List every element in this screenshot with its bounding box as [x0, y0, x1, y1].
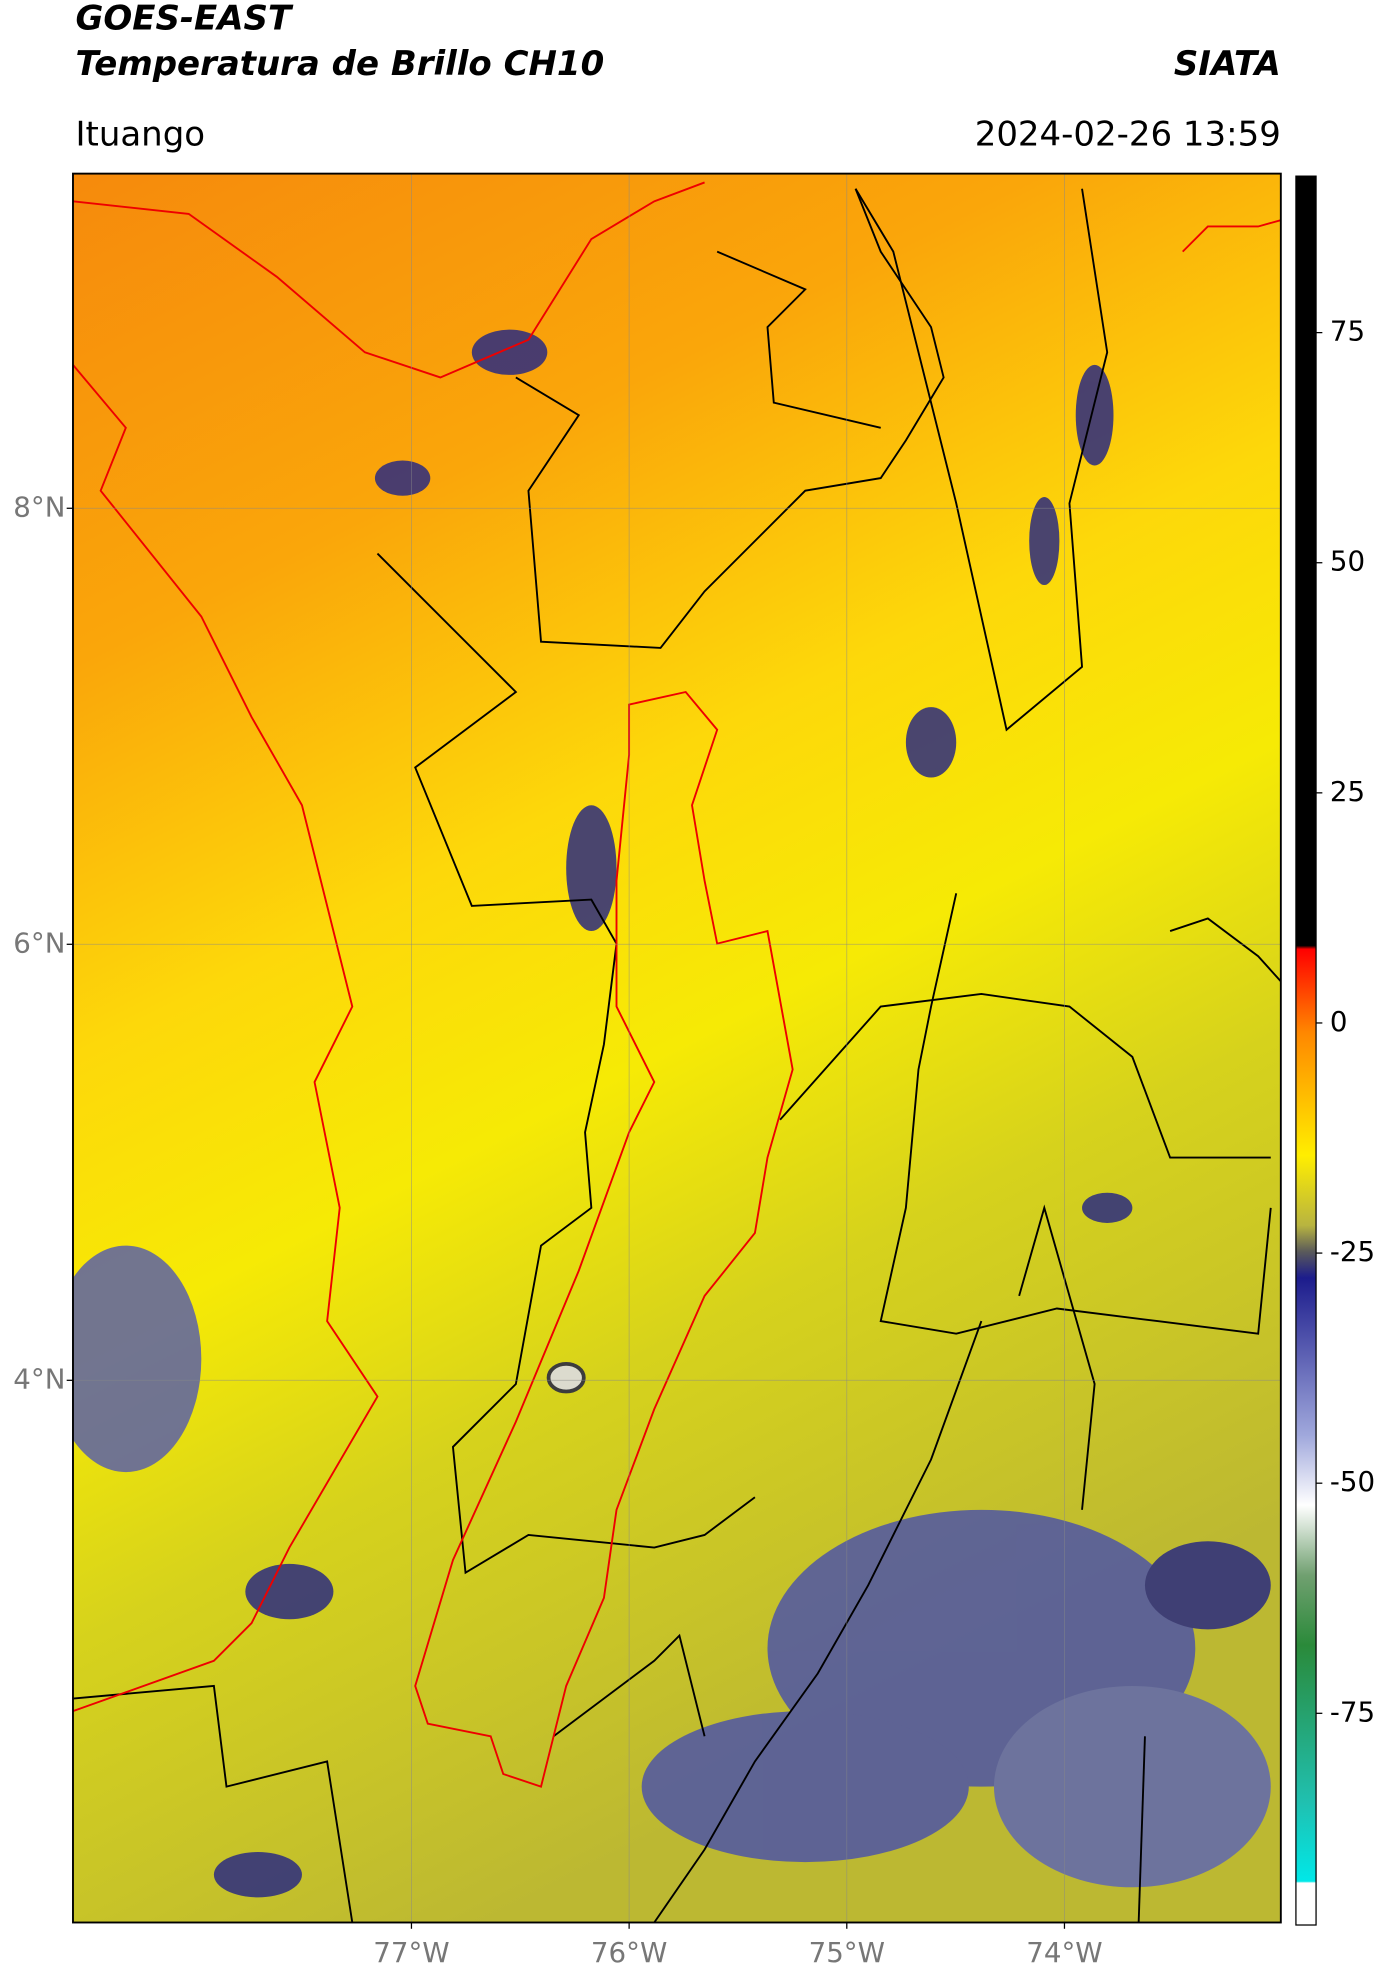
gridlines — [72, 173, 1281, 1923]
colorbar-tick-label: 25 — [1330, 775, 1365, 808]
colorbar-tick-label: -75 — [1330, 1695, 1375, 1728]
admin-borders — [72, 188, 1281, 1923]
map-frame — [72, 172, 1282, 1924]
x-tick-label: 76°W — [591, 1936, 667, 1969]
map-image — [72, 173, 1281, 1923]
colorbar — [1295, 175, 1317, 1926]
y-tick-label: 6°N — [13, 926, 65, 959]
location: Ituango — [75, 114, 205, 154]
colorbar-tick-label: -50 — [1330, 1465, 1375, 1498]
boundary-red — [72, 181, 1281, 1788]
x-tick-label: 77°W — [373, 1936, 449, 1969]
colorbar-tick-label: 0 — [1330, 1005, 1348, 1038]
organization: SIATA — [1174, 44, 1281, 84]
colorbar-tick-label: 50 — [1330, 545, 1365, 578]
datetime: 2024-02-26 13:59 — [975, 114, 1281, 154]
cloud-blobs — [72, 329, 1271, 1898]
colorbar-tick-label: 75 — [1330, 315, 1365, 348]
subtitle: Temperatura de Brillo CH10 — [75, 44, 604, 84]
x-tick-label: 75°W — [809, 1936, 885, 1969]
title: GOES-EAST — [75, 0, 293, 39]
y-tick-label: 8°N — [13, 490, 65, 523]
y-tick-label: 4°N — [13, 1362, 65, 1395]
x-tick-label: 74°W — [1026, 1936, 1102, 1969]
colorbar-tick-label: -25 — [1330, 1235, 1375, 1268]
